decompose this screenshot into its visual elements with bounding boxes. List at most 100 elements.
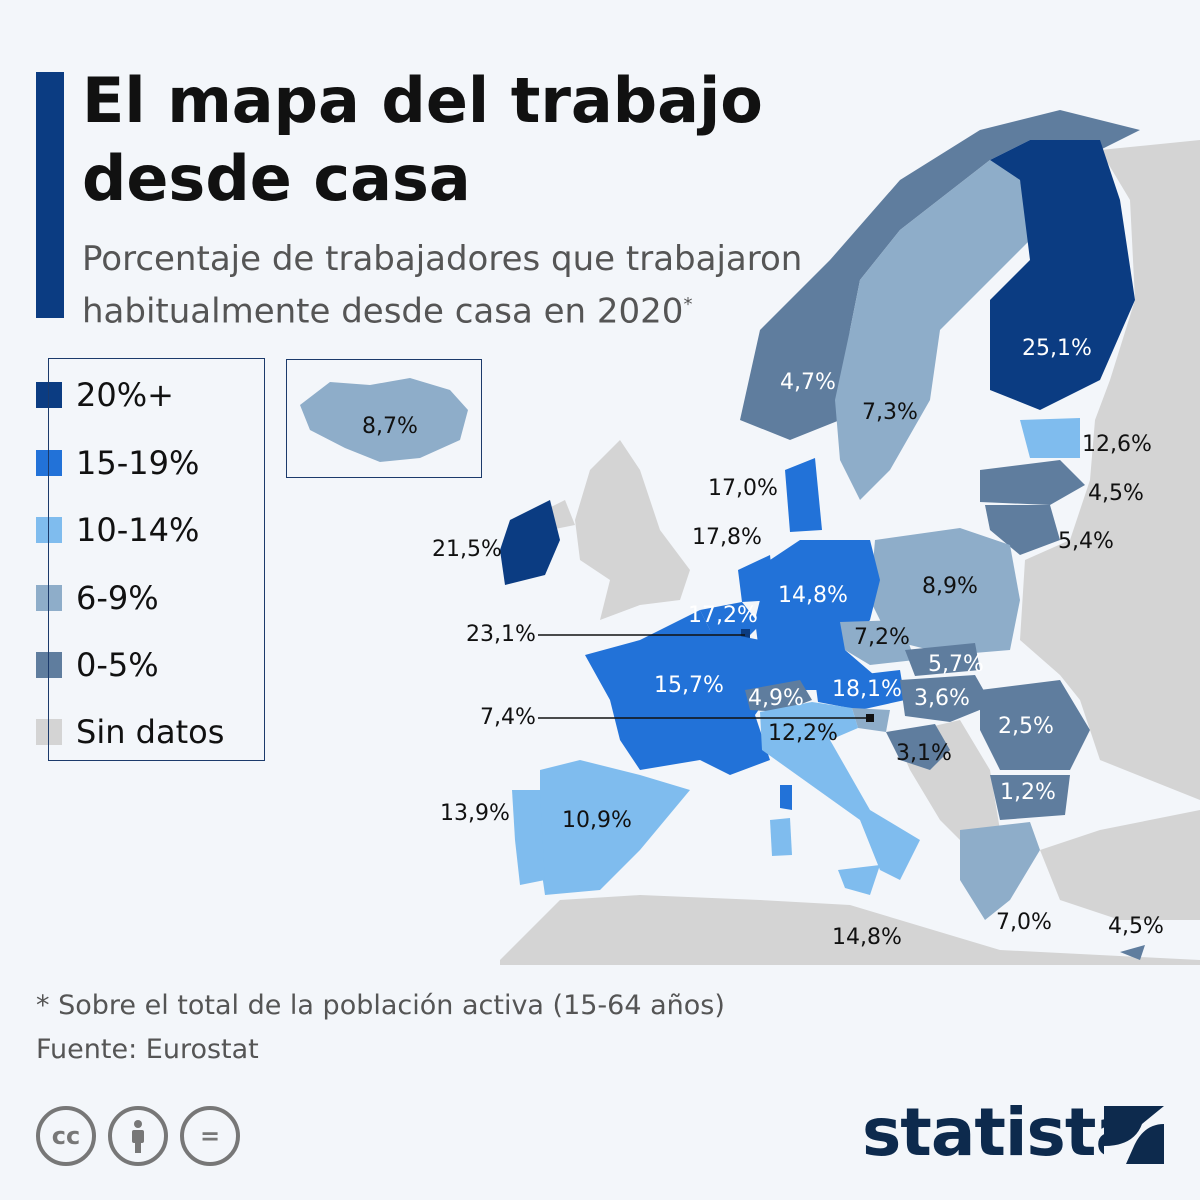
label-luxembourg: 23,1% (466, 622, 536, 647)
label-romania: 2,5% (998, 714, 1054, 739)
cc-icon-text: cc (51, 1122, 81, 1150)
label-slovakia: 5,7% (928, 652, 984, 677)
legend-item: 20%+ (36, 376, 174, 414)
sicily-shape (838, 865, 880, 895)
legend-swatch (36, 719, 62, 745)
lithuania-shape (985, 505, 1060, 555)
title-accent-bar (36, 72, 64, 318)
finland-shape (990, 140, 1135, 410)
legend-item: 15-19% (36, 444, 199, 482)
corsica-shape (780, 785, 792, 810)
turkey (1040, 810, 1200, 920)
legend-label: 0-5% (76, 646, 159, 684)
label-slovenia: 7,4% (480, 705, 536, 730)
legend-item: 6-9% (36, 579, 159, 617)
legend-swatch (36, 585, 62, 611)
label-portugal: 13,9% (440, 801, 510, 826)
legend-label: 6-9% (76, 579, 159, 617)
legend-label: 15-19% (76, 444, 200, 482)
switzerland-shape (745, 680, 812, 712)
latvia-shape (980, 460, 1085, 505)
subtitle: Porcentaje de trabajadores que trabajaro… (82, 236, 862, 334)
no-derivatives-icon[interactable]: = (180, 1106, 240, 1166)
legend-swatch (36, 382, 62, 408)
label-cyprus: 4,5% (1108, 914, 1164, 939)
ireland-shape (500, 500, 560, 585)
east-russia (1020, 140, 1200, 660)
legend-item: 0-5% (36, 646, 159, 684)
norway-shape (740, 110, 1140, 440)
france-shape (585, 610, 780, 775)
legend-swatch (36, 652, 62, 678)
sardinia-shape (770, 818, 792, 856)
italy-shape (760, 702, 920, 880)
estonia-shape (1020, 418, 1080, 458)
moldova-ukraine (1020, 640, 1200, 800)
page-title: El mapa del trabajo desde casa (82, 64, 763, 215)
cc-icon[interactable]: cc (36, 1106, 96, 1166)
sweden-shape (835, 160, 1030, 500)
portugal-shape (512, 790, 545, 885)
label-latvia: 4,5% (1088, 481, 1144, 506)
legend: 20%+ 15-19% 10-14% 6-9% 0-5% Sin datos (36, 358, 265, 761)
legend-item: Sin datos (36, 713, 224, 751)
label-hungary: 3,6% (914, 686, 970, 711)
statista-logo-mark (1104, 1106, 1164, 1164)
legend-label: 20%+ (76, 376, 174, 414)
label-italy: 12,2% (768, 721, 838, 746)
label-belgium: 17,2% (688, 603, 758, 628)
germany-shape (755, 540, 880, 690)
uk (575, 440, 690, 620)
label-switzerland: 4,9% (748, 686, 804, 711)
netherlands-shape (738, 555, 775, 602)
label-bulgaria: 1,2% (1000, 780, 1056, 805)
romania-shape (980, 680, 1090, 770)
slovakia-shape (905, 643, 980, 676)
label-spain: 10,9% (562, 808, 632, 833)
label-sweden: 7,3% (862, 400, 918, 425)
label-malta: 14,8% (832, 925, 902, 950)
label-germany: 14,8% (778, 583, 848, 608)
denmark-shape (785, 458, 822, 532)
cyprus-shape (1120, 945, 1145, 960)
label-ireland: 21,5% (432, 537, 502, 562)
label-denmark: 17,0% (708, 476, 778, 501)
iceland-inset (286, 359, 482, 478)
spain-shape (540, 760, 690, 895)
legend-label: Sin datos (76, 713, 225, 751)
czechia-shape (840, 620, 915, 665)
label-czechia: 7,2% (854, 625, 910, 650)
legend-item: 10-14% (36, 511, 199, 549)
iceland-shape (300, 378, 468, 462)
legend-label: 10-14% (76, 511, 200, 549)
austria-shape (815, 670, 905, 710)
greece-shape (960, 822, 1040, 920)
croatia-shape (886, 724, 950, 770)
equals-icon: = (199, 1122, 221, 1150)
label-france: 15,7% (654, 673, 724, 698)
poland-shape (870, 528, 1020, 655)
slovenia-marker (866, 714, 874, 722)
label-finland: 25,1% (1022, 336, 1092, 361)
label-lithuania: 5,4% (1058, 529, 1114, 554)
label-netherlands: 17,8% (692, 525, 762, 550)
label-norway: 4,7% (780, 370, 836, 395)
north-africa (500, 895, 1200, 965)
statista-logo[interactable]: statista (862, 1094, 1140, 1171)
luxembourg-shape (741, 629, 750, 639)
person-icon (132, 1120, 144, 1153)
legend-swatch (36, 450, 62, 476)
label-estonia: 12,6% (1082, 432, 1152, 457)
footnote: * Sobre el total de la población activa … (36, 990, 725, 1021)
label-austria: 18,1% (832, 677, 902, 702)
label-croatia: 3,1% (896, 741, 952, 766)
source: Fuente: Eurostat (36, 1034, 259, 1065)
legend-swatch (36, 517, 62, 543)
label-iceland: 8,7% (362, 414, 418, 439)
subtitle-text: Porcentaje de trabajadores que trabajaro… (82, 239, 803, 332)
bulgaria-shape (990, 775, 1070, 820)
footnote-mark: * (683, 294, 693, 315)
attribution-icon[interactable] (108, 1106, 168, 1166)
hungary-shape (900, 675, 992, 722)
